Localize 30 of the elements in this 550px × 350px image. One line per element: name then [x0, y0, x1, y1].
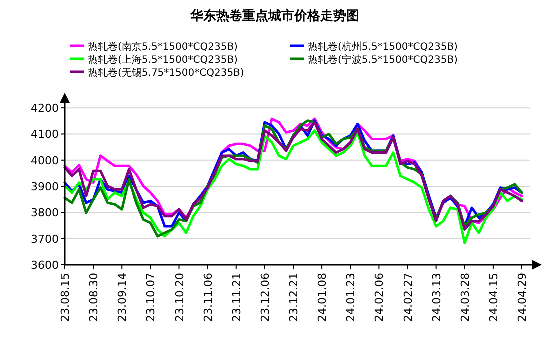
legend-label: 热轧卷(南京5.5*1500*CQ235B) — [88, 41, 238, 53]
x-tick-label: 23.11.06 — [202, 273, 215, 322]
y-tick-label: 3700 — [31, 232, 59, 246]
x-tick-label: 23.10.07 — [144, 273, 158, 322]
x-tick-label: 24.02.27 — [402, 273, 415, 322]
y-tick-label: 4100 — [31, 128, 59, 142]
x-tick-label: 23.09.14 — [116, 273, 130, 322]
legend-label: 热轧卷(杭州5.5*1500*CQ235B) — [308, 41, 458, 53]
x-tick-label: 23.10.20 — [173, 273, 186, 322]
y-tick-label: 4000 — [31, 154, 59, 168]
x-tick-label: 24.01.23 — [344, 273, 358, 322]
x-tick-label: 24.04.29 — [516, 273, 529, 322]
chart-title: 华东热卷重点城市价格走势图 — [190, 8, 360, 24]
x-tick-label: 23.12.06 — [258, 273, 272, 322]
y-tick-label: 3900 — [31, 180, 59, 194]
legend-label: 热轧卷(无锡5.75*1500*CQ235B) — [88, 67, 244, 79]
x-tick-label: 24.04.15 — [487, 273, 500, 322]
y-tick-label: 3600 — [31, 259, 59, 272]
x-tick-label: 24.03.13 — [430, 273, 444, 322]
x-tick-label: 24.03.28 — [458, 273, 472, 322]
x-tick-label: 23.08.15 — [59, 273, 72, 322]
x-tick-label: 24.01.08 — [316, 273, 330, 322]
legend-label: 热轧卷(宁波5.5*1500*CQ235B) — [308, 54, 458, 66]
x-tick-label: 23.08.30 — [88, 273, 101, 322]
x-tick-label: 23.11.21 — [230, 273, 244, 322]
y-tick-label: 3800 — [31, 206, 59, 220]
x-tick-label: 23.12.21 — [288, 273, 300, 322]
y-tick-label: 4200 — [31, 102, 59, 116]
x-tick-label: 24.02.06 — [373, 273, 386, 322]
legend-label: 热轧卷(上海5.5*1500*CQ235B) — [88, 54, 238, 66]
